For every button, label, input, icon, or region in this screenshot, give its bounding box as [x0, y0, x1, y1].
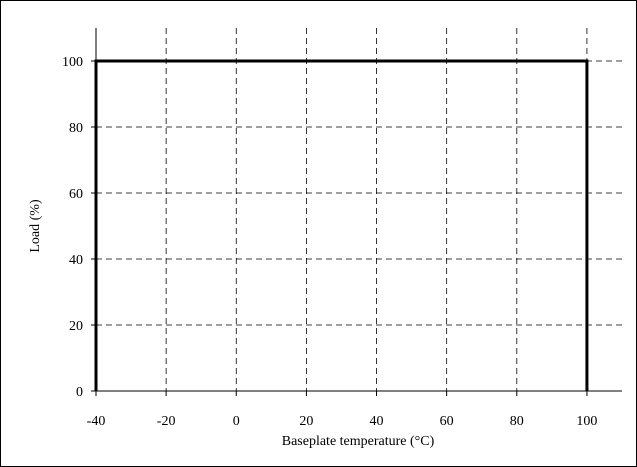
- y-tick-label: 40: [69, 253, 83, 268]
- series-layer: [94, 59, 589, 391]
- grid-lines: [96, 28, 622, 391]
- x-tick-label: 20: [299, 414, 313, 429]
- x-tick-label: -20: [157, 414, 176, 429]
- axes: [91, 28, 622, 396]
- x-tick-label: 80: [510, 414, 524, 429]
- y-tick-label: 0: [76, 385, 83, 400]
- y-tick-label: 60: [69, 187, 83, 202]
- x-tick-label: 100: [576, 414, 597, 429]
- tick-labels: -40 -20 0 20 40 60 80 100 0 20 40 60 80 100: [62, 55, 597, 429]
- x-axis-label: Baseplate temperature (°C): [282, 434, 435, 449]
- x-tick-label: 40: [370, 414, 384, 429]
- x-tick-label: 0: [233, 414, 240, 429]
- x-tick-label: -40: [87, 414, 106, 429]
- y-axis-label: Load (%): [28, 199, 43, 253]
- y-tick-label: 100: [62, 55, 83, 70]
- y-tick-label: 80: [69, 121, 83, 136]
- x-tick-label: 60: [440, 414, 454, 429]
- y-tick-label: 20: [69, 319, 83, 334]
- derating-curve: [94, 59, 589, 391]
